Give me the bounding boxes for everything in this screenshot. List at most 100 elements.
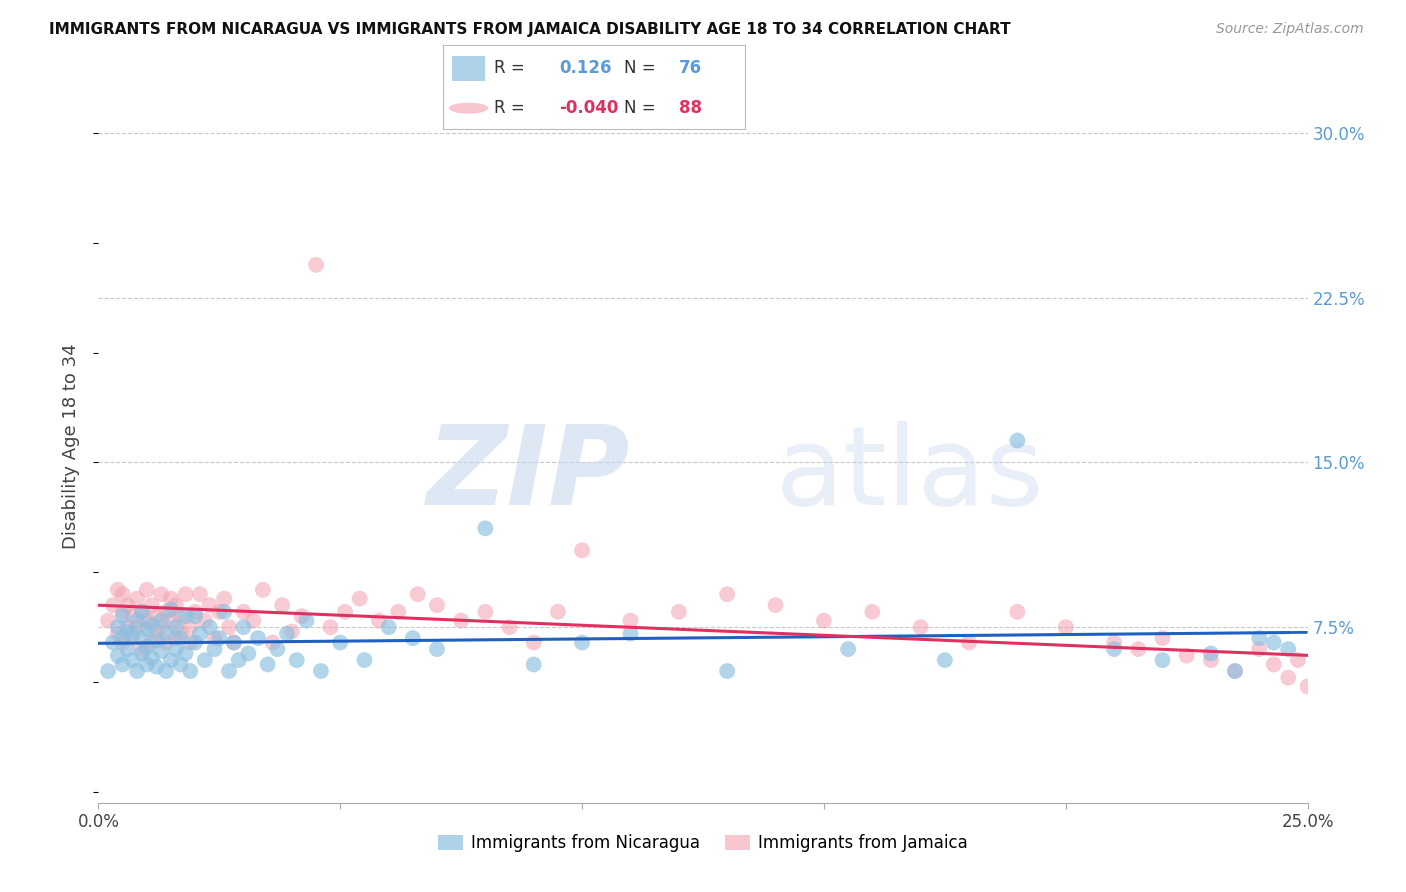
- Point: [1007, 434, 1029, 448]
- Point: [131, 631, 153, 645]
- Point: [1223, 664, 1246, 678]
- Point: [957, 635, 980, 649]
- Point: [523, 657, 546, 672]
- Point: [387, 605, 409, 619]
- Point: [1296, 680, 1319, 694]
- Point: [1007, 605, 1029, 619]
- Point: [179, 635, 201, 649]
- Point: [135, 623, 157, 637]
- Point: [184, 635, 207, 649]
- Point: [232, 620, 254, 634]
- Point: [1306, 664, 1329, 678]
- Text: IMMIGRANTS FROM NICARAGUA VS IMMIGRANTS FROM JAMAICA DISABILITY AGE 18 TO 34 COR: IMMIGRANTS FROM NICARAGUA VS IMMIGRANTS …: [49, 22, 1011, 37]
- Point: [212, 605, 235, 619]
- Point: [131, 642, 153, 657]
- Point: [174, 609, 197, 624]
- Point: [262, 635, 284, 649]
- Point: [194, 614, 217, 628]
- Point: [1263, 635, 1285, 649]
- Point: [242, 614, 264, 628]
- Point: [218, 664, 240, 678]
- Point: [285, 653, 308, 667]
- Point: [131, 605, 153, 619]
- Text: R =: R =: [495, 99, 524, 117]
- Point: [716, 587, 738, 601]
- Point: [145, 633, 167, 648]
- Point: [169, 609, 191, 624]
- Point: [1263, 657, 1285, 672]
- Point: [1199, 653, 1222, 667]
- Bar: [451, 55, 485, 81]
- Point: [523, 635, 546, 649]
- Point: [127, 614, 149, 628]
- Point: [1152, 631, 1174, 645]
- Point: [111, 657, 134, 672]
- Point: [212, 591, 235, 606]
- Text: ZIP: ZIP: [427, 421, 630, 528]
- Y-axis label: Disability Age 18 to 34: Disability Age 18 to 34: [62, 343, 80, 549]
- Point: [765, 598, 787, 612]
- Point: [276, 626, 298, 640]
- Point: [135, 640, 157, 654]
- Point: [184, 609, 207, 624]
- Point: [426, 598, 449, 612]
- Point: [860, 605, 883, 619]
- Point: [716, 664, 738, 678]
- Point: [169, 631, 191, 645]
- Point: [165, 631, 187, 645]
- Point: [910, 620, 932, 634]
- Point: [179, 664, 201, 678]
- Point: [174, 647, 197, 661]
- Point: [238, 647, 260, 661]
- Point: [184, 605, 207, 619]
- Point: [208, 605, 231, 619]
- Point: [165, 598, 187, 612]
- Point: [619, 614, 641, 628]
- Point: [127, 664, 149, 678]
- Point: [319, 620, 342, 634]
- Point: [165, 642, 187, 657]
- Point: [1249, 642, 1271, 657]
- Point: [218, 620, 240, 634]
- Point: [204, 631, 226, 645]
- Point: [198, 620, 221, 634]
- Point: [165, 620, 187, 634]
- Point: [1277, 671, 1299, 685]
- Point: [198, 598, 221, 612]
- Point: [160, 602, 183, 616]
- Point: [256, 657, 278, 672]
- Point: [150, 644, 173, 658]
- Point: [547, 605, 569, 619]
- Point: [571, 635, 593, 649]
- Point: [222, 635, 245, 649]
- Point: [117, 598, 139, 612]
- Point: [329, 635, 352, 649]
- Point: [174, 587, 197, 601]
- Point: [155, 664, 177, 678]
- Point: [1326, 701, 1348, 715]
- Text: N =: N =: [624, 99, 655, 117]
- Point: [150, 614, 173, 628]
- Point: [107, 648, 129, 663]
- Point: [252, 582, 274, 597]
- Point: [155, 635, 177, 649]
- Point: [295, 614, 318, 628]
- Point: [121, 653, 143, 667]
- Point: [107, 620, 129, 634]
- Point: [309, 664, 332, 678]
- Point: [97, 664, 120, 678]
- Point: [305, 258, 328, 272]
- Point: [368, 614, 391, 628]
- Point: [131, 647, 153, 661]
- Point: [474, 605, 496, 619]
- Circle shape: [449, 103, 488, 113]
- Point: [179, 620, 201, 634]
- Point: [160, 653, 183, 667]
- Point: [155, 626, 177, 640]
- Point: [1316, 692, 1339, 706]
- Point: [169, 624, 191, 639]
- Point: [934, 653, 956, 667]
- Point: [1054, 620, 1077, 634]
- Point: [121, 609, 143, 624]
- Point: [141, 618, 163, 632]
